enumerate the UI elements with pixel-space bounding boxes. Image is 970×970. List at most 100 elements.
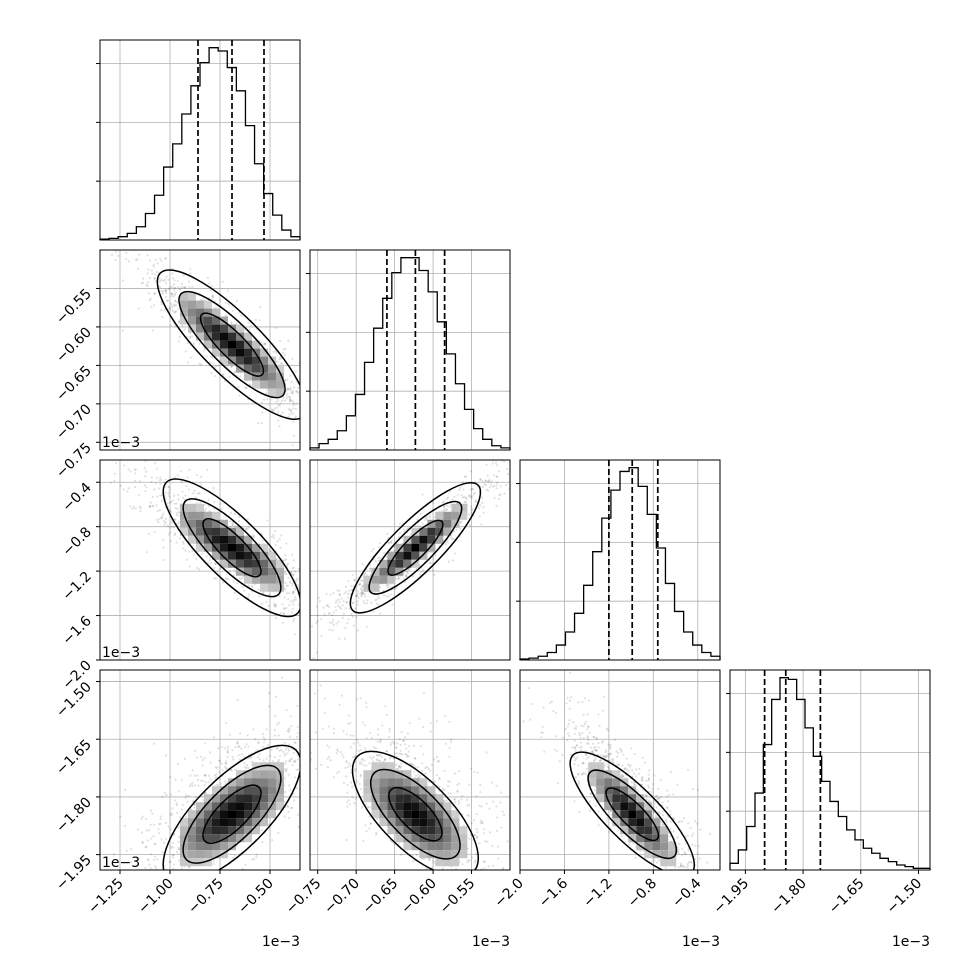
- scatter-point: [315, 560, 317, 562]
- scatter-point: [155, 476, 158, 480]
- scatter-point: [303, 396, 305, 398]
- scatter-point: [344, 721, 346, 723]
- scatter-point: [348, 762, 351, 765]
- scatter-point: [186, 341, 189, 345]
- density-cell: [204, 818, 212, 827]
- scatter-point: [379, 753, 382, 756]
- scatter-point: [172, 863, 176, 866]
- panel-content: [100, 670, 346, 910]
- panel-content: [310, 460, 531, 660]
- scatter-point: [296, 732, 299, 735]
- scatter-point: [342, 781, 345, 784]
- scatter-point: [141, 841, 144, 844]
- scatter-point: [245, 764, 249, 767]
- density-cell: [220, 527, 228, 536]
- scatter-point: [197, 885, 199, 887]
- panel-content: [310, 670, 510, 870]
- scatter-point: [402, 739, 405, 742]
- scatter-point: [261, 840, 264, 844]
- scatter-point: [240, 753, 243, 756]
- scatter-point: [502, 813, 506, 816]
- density-cell: [204, 826, 212, 835]
- scatter-point: [296, 391, 300, 394]
- scatter-point: [338, 703, 341, 706]
- scatter-point: [241, 867, 244, 870]
- scatter-point: [365, 706, 368, 709]
- scatter-point: [319, 789, 321, 791]
- density-cell: [252, 543, 260, 552]
- scatter-point: [190, 808, 193, 811]
- scatter-point: [380, 756, 383, 759]
- scatter-point: [158, 509, 161, 512]
- scatter-point: [153, 843, 156, 846]
- scatter-point: [116, 908, 118, 910]
- scatter-point: [364, 595, 367, 598]
- scatter-point: [173, 289, 176, 292]
- scatter-point: [315, 635, 317, 637]
- scatter-point: [502, 867, 505, 870]
- scatter-point: [338, 601, 341, 604]
- scatter-point: [449, 740, 453, 743]
- scatter-point: [170, 521, 173, 524]
- scatter-point: [224, 364, 227, 367]
- scatter-point: [203, 349, 206, 352]
- density-cell: [236, 559, 244, 568]
- scatter-point: [229, 525, 232, 529]
- scatter-point: [237, 754, 240, 757]
- scatter-point: [370, 736, 373, 740]
- scatter-point: [297, 567, 300, 570]
- scatter-point: [229, 512, 232, 515]
- scatter-point: [416, 766, 419, 769]
- scatter-point: [146, 272, 149, 275]
- density-cell: [204, 324, 212, 333]
- density-cell: [236, 535, 244, 544]
- scatter-point: [325, 604, 328, 607]
- scatter-point: [414, 757, 417, 760]
- scatter-point: [384, 705, 387, 708]
- scatter-point: [386, 532, 389, 535]
- scatter-point: [305, 408, 307, 410]
- scatter-point: [239, 375, 242, 378]
- density-cell: [236, 810, 244, 819]
- density-cell: [395, 794, 404, 803]
- scatter-point: [209, 761, 212, 764]
- scatter-point: [165, 281, 168, 284]
- scatter-point: [529, 471, 531, 473]
- scatter-point: [146, 254, 149, 257]
- density-cell: [260, 802, 268, 811]
- scatter-point: [169, 814, 172, 817]
- density-cell: [411, 818, 420, 827]
- scatter-point: [223, 747, 227, 750]
- scatter-point: [496, 464, 499, 467]
- scatter-point: [305, 777, 307, 779]
- scatter-point: [173, 304, 176, 307]
- density-cell: [188, 308, 196, 317]
- scatter-point: [232, 574, 236, 577]
- density-cell: [244, 348, 252, 357]
- scatter-point: [164, 257, 167, 260]
- scatter-point: [185, 484, 188, 488]
- scatter-point: [273, 604, 276, 607]
- scatter-point: [497, 845, 500, 848]
- scatter-point: [271, 838, 274, 842]
- scatter-point: [375, 818, 379, 821]
- density-cell: [268, 770, 276, 779]
- density-cell: [427, 535, 436, 544]
- scatter-point: [174, 872, 176, 874]
- scatter-point: [168, 526, 171, 529]
- scatter-point: [302, 381, 304, 383]
- scatter-point: [177, 790, 180, 793]
- scatter-point: [361, 585, 364, 588]
- scatter-point: [164, 517, 168, 520]
- scatter-point: [488, 478, 491, 481]
- scatter-point: [169, 828, 172, 831]
- scatter-point: [303, 398, 305, 400]
- scatter-point: [144, 490, 147, 493]
- density-cell: [268, 802, 276, 811]
- scatter-point: [225, 767, 228, 770]
- scatter-point: [370, 757, 373, 760]
- scatter-point: [375, 598, 378, 601]
- density-cell: [228, 818, 236, 827]
- scatter-point: [195, 557, 198, 560]
- scatter-point: [274, 605, 277, 608]
